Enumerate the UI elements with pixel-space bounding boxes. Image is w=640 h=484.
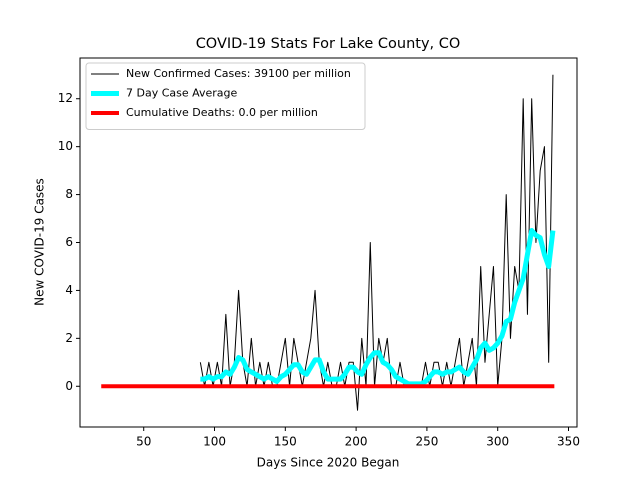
legend-label: Cumulative Deaths: 0.0 per million [126, 106, 318, 119]
x-tick-label: 100 [203, 435, 226, 449]
y-tick-label: 0 [65, 379, 73, 393]
y-tick-label: 6 [65, 235, 73, 249]
series-line [199, 74, 554, 411]
chart-title: COVID-19 Stats For Lake County, CO [196, 36, 461, 52]
x-tick-label: 250 [415, 435, 438, 449]
legend-box [85, 62, 366, 130]
plot-frame [79, 57, 578, 428]
x-tick-label: 200 [345, 435, 368, 449]
x-tick-label: 150 [274, 435, 297, 449]
x-tick-label: 50 [136, 435, 151, 449]
legend-label: 7 Day Case Average [126, 87, 238, 100]
series-line [200, 228, 556, 387]
x-tick-label: 300 [486, 435, 509, 449]
x-tick-label: 350 [557, 435, 580, 449]
y-tick-label: 8 [65, 187, 73, 201]
legend-label: New Confirmed Cases: 39100 per million [126, 67, 351, 80]
y-tick-label: 12 [58, 91, 73, 105]
y-tick-label: 2 [65, 331, 73, 345]
y-axis-label: New COVID-19 Cases [33, 178, 47, 306]
x-axis-label: Days Since 2020 Began [257, 456, 400, 470]
y-tick-label: 10 [58, 139, 73, 153]
y-tick-label: 4 [65, 283, 73, 297]
